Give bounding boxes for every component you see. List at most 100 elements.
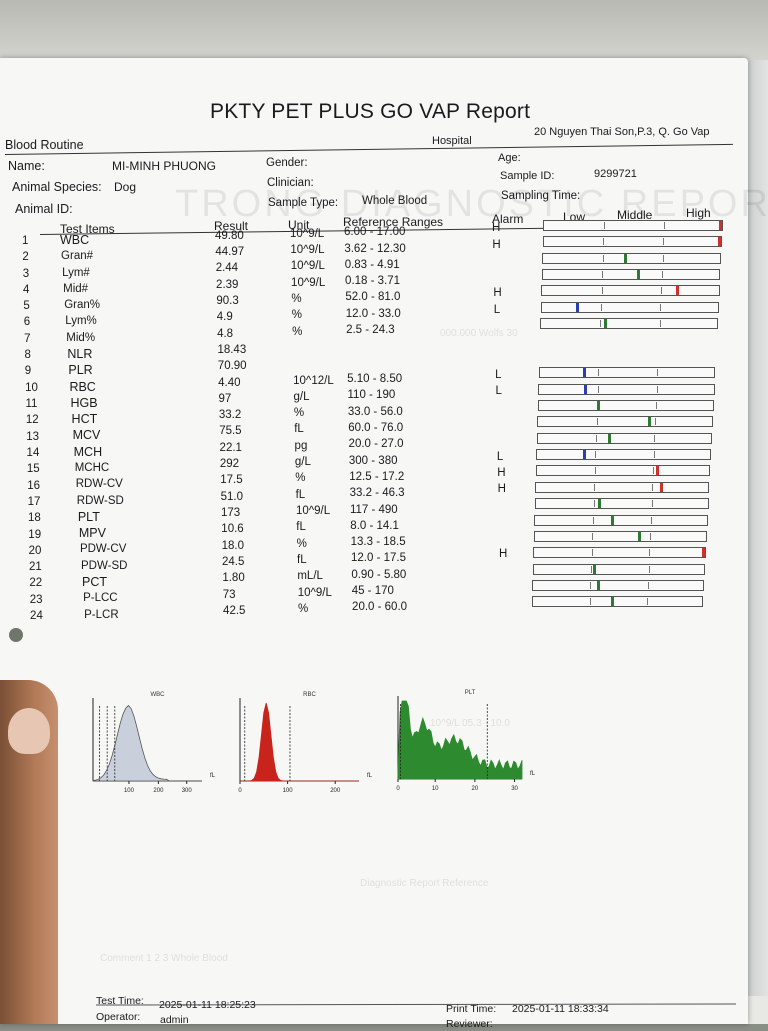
test-name: MPV (78, 526, 106, 541)
alarm-gauge (537, 399, 714, 411)
result-value: 51.0 (220, 490, 243, 503)
x-tick-label: 300 (182, 788, 193, 794)
test-name: PCT (82, 575, 108, 590)
row-number: 2 (22, 251, 29, 264)
hospital-address: 20 Nguyen Thai Son,P.3, Q. Go Vap (534, 126, 710, 138)
animal-id-label: Animal ID: (15, 202, 73, 216)
unit-value: fL (295, 488, 306, 501)
alarm-gauge (542, 236, 723, 248)
unit-value: 10^9/L (290, 227, 325, 240)
test-name: P-LCR (84, 608, 119, 621)
species-value: Dog (114, 180, 137, 194)
name-label: Name: (8, 159, 45, 173)
unit-value: % (298, 602, 309, 615)
row-number: 9 (24, 365, 32, 378)
reference-range: 0.90 - 5.80 (351, 568, 407, 581)
gauge-marker (647, 417, 651, 427)
unit-value: fL (296, 521, 306, 534)
gauge-marker (598, 499, 602, 509)
reference-range: 5.10 - 8.50 (347, 373, 403, 386)
col-reference: Reference Ranges (343, 215, 444, 229)
gauge-marker (623, 253, 627, 263)
alarm-flag: H (492, 222, 501, 235)
operator-value: admin (160, 1014, 189, 1026)
gauge-marker (597, 400, 601, 410)
result-value: 33.2 (218, 409, 242, 422)
histogram-label: PLT (465, 690, 476, 696)
result-value: 73 (222, 588, 236, 601)
reference-range: 0.83 - 4.91 (344, 258, 400, 271)
reference-range: 45 - 170 (351, 585, 394, 598)
alarm-gauge (531, 596, 704, 608)
alarm-flag: H (493, 287, 502, 300)
sampling-time-label: Sampling Time: (501, 190, 581, 202)
unit-value: fL (297, 553, 307, 566)
gauge-marker (582, 368, 586, 378)
alarm-gauge (540, 318, 718, 330)
watermark: TRONG DIAGNOSTIC REPORT (175, 183, 768, 225)
alarm-flag: H (497, 466, 506, 479)
plt-histogram: PLT 0 10 20 30 fL (396, 690, 536, 792)
reference-range: 0.18 - 3.71 (345, 275, 401, 288)
x-tick-label: 0 (396, 786, 400, 792)
reference-range: 3.62 - 12.30 (344, 242, 406, 255)
unit-value: % (296, 537, 307, 550)
x-unit-label: fL (530, 771, 536, 777)
age-label: Age: (498, 152, 521, 164)
reference-range: 20.0 - 27.0 (348, 438, 404, 451)
unit-value: % (291, 309, 302, 322)
row-number: 17 (27, 495, 41, 508)
test-name: Gran% (64, 299, 100, 312)
test-name: Mid# (63, 282, 89, 295)
unit-value: % (292, 325, 303, 338)
gauge-marker (637, 531, 641, 541)
gauge-marker (611, 515, 615, 525)
alarm-gauge (541, 268, 721, 280)
unit-value: 10^9/L (297, 586, 332, 599)
x-unit-label: fL (367, 773, 373, 779)
test-name: Gran# (61, 250, 94, 263)
test-name: Mid% (66, 331, 96, 344)
test-time-value: 2025-01-11 18:25:23 (159, 999, 256, 1011)
unit-value: % (293, 407, 305, 420)
gauge-marker (702, 548, 706, 558)
unit-value: g/L (294, 456, 311, 469)
histogram-curve (397, 700, 523, 780)
result-value: 70.90 (217, 360, 247, 373)
alarm-gauge (534, 498, 709, 510)
row-number: 10 (25, 381, 38, 394)
unit-value: % (291, 292, 302, 305)
histogram-curve (239, 702, 359, 782)
reference-range: 6.00 - 17.00 (344, 226, 406, 239)
reviewer-label: Reviewer: (446, 1018, 493, 1030)
gauge-marker (583, 450, 587, 460)
test-name: PDW-CV (79, 543, 127, 556)
gauge-marker (576, 302, 580, 312)
result-value: 22.1 (219, 441, 242, 454)
test-name: MCHC (74, 462, 110, 474)
alarm-gauge (533, 547, 706, 559)
sample-id-label: Sample ID: (500, 170, 555, 182)
gauge-marker (583, 384, 587, 394)
unit-value: 10^9/L (291, 276, 326, 289)
row-number: 18 (27, 512, 41, 525)
clinician-label: Clinician: (267, 177, 314, 189)
row-number: 3 (22, 267, 30, 280)
binder-hole (9, 628, 23, 642)
result-value: 24.5 (222, 555, 245, 568)
alarm-gauge (540, 301, 719, 313)
row-number: 16 (27, 479, 41, 492)
unit-value: fL (294, 423, 304, 436)
x-tick-label: 20 (472, 786, 479, 792)
test-name: WBC (60, 232, 90, 247)
report-sheet: TRONG DIAGNOSTIC REPORT 000.000 Wolfs 30… (0, 58, 768, 1030)
test-name: Lym# (62, 266, 90, 279)
row-number: 22 (29, 577, 43, 590)
reference-range: 12.0 - 33.0 (345, 307, 401, 320)
alarm-gauge (541, 285, 720, 297)
result-value: 10.6 (221, 523, 244, 536)
unit-value: mL/L (297, 570, 323, 583)
row-number: 21 (29, 561, 42, 574)
result-value: 292 (219, 458, 240, 471)
gauge-marker (676, 286, 680, 296)
